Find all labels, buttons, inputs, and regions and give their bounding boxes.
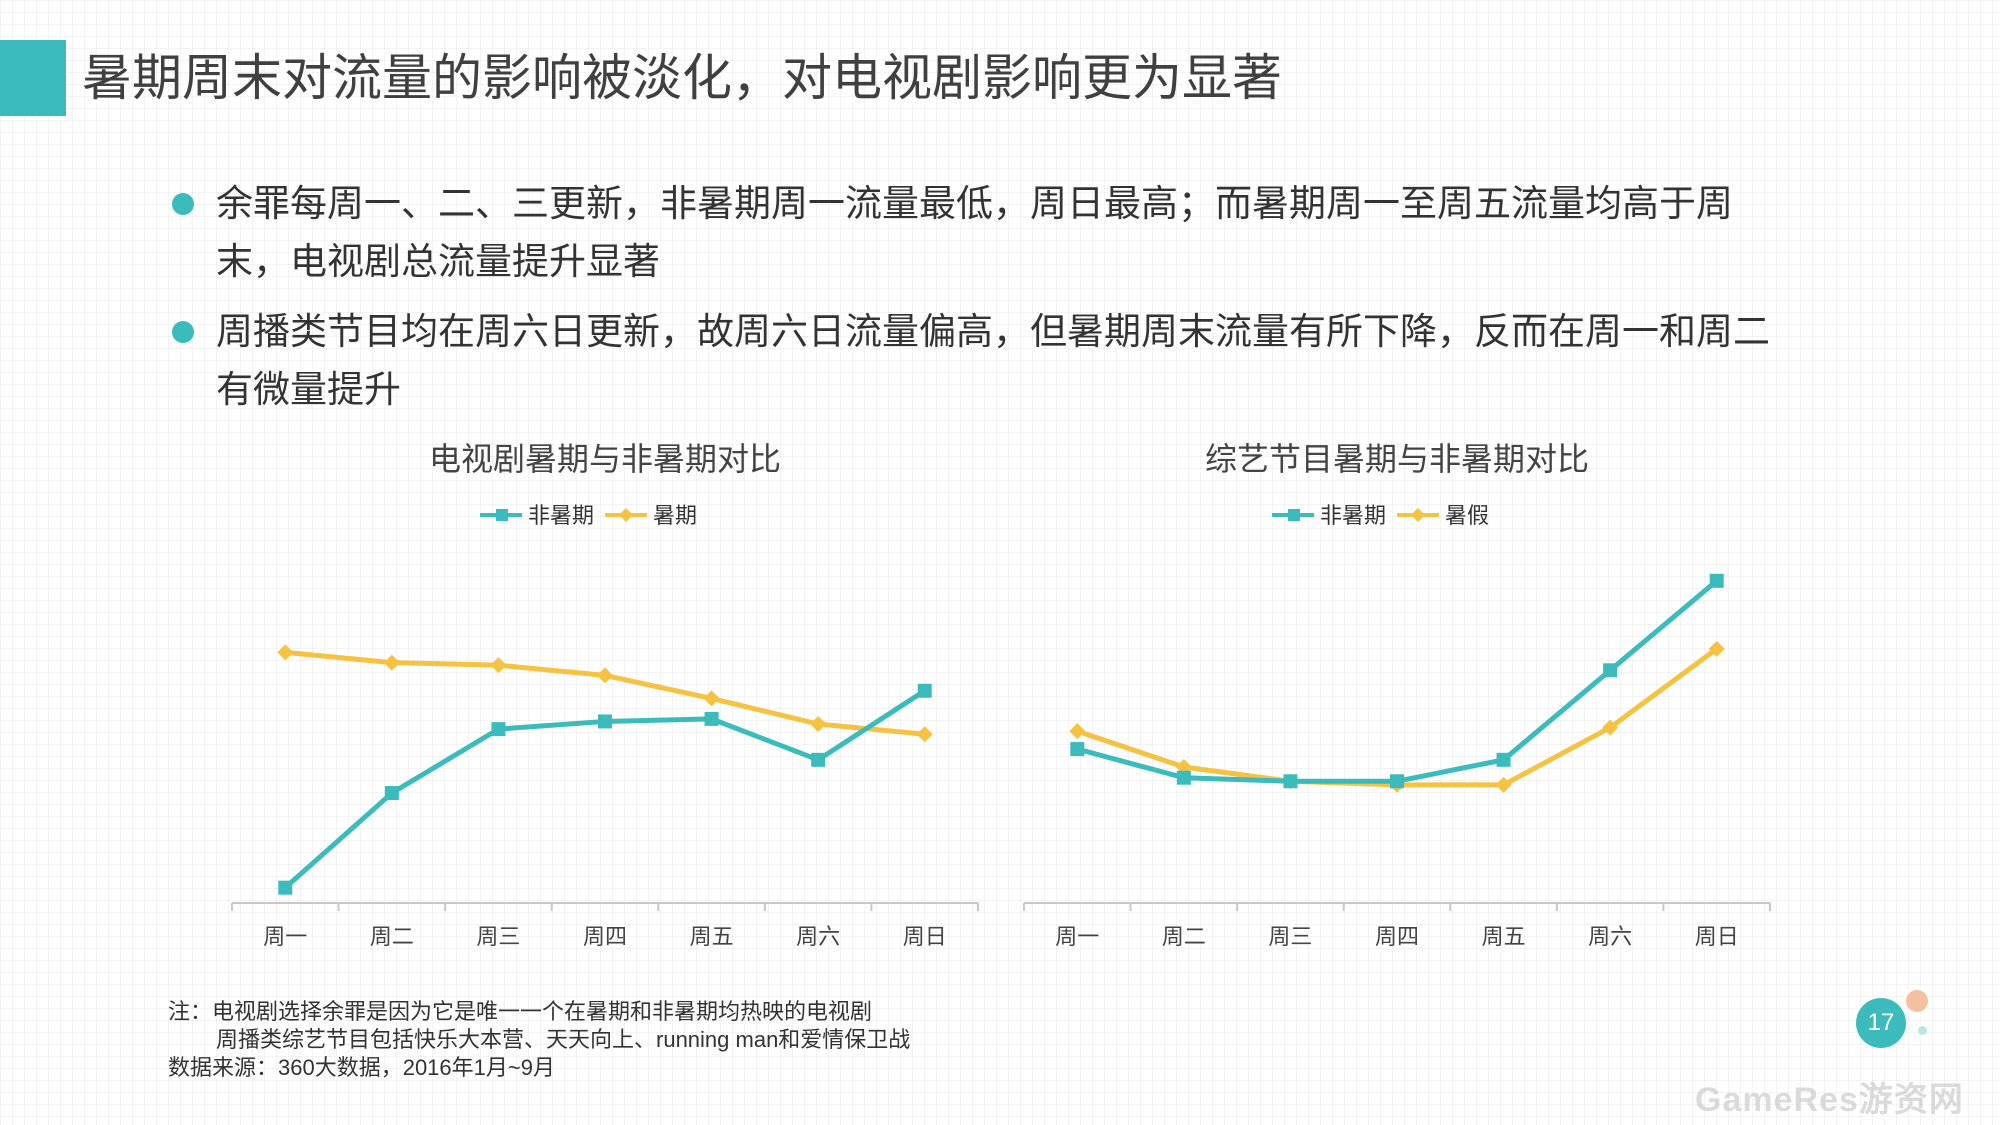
legend-label: 非暑期 — [528, 503, 594, 528]
series-line — [1074, 646, 1720, 788]
chart-title: 综艺节目暑期与非暑期对比 — [1205, 441, 1589, 477]
data-point — [1709, 573, 1724, 588]
data-point — [1603, 663, 1618, 678]
x-tick-label: 周四 — [1375, 924, 1419, 949]
data-point — [491, 722, 506, 737]
legend-label: 非暑期 — [1320, 503, 1386, 528]
decorative-dot-icon — [1906, 990, 1928, 1012]
footnote: 注：电视剧选择余罪是因为它是唯一一个在暑期和非暑期均热映的电视剧 周播类综艺节目… — [168, 998, 910, 1082]
data-point — [1283, 774, 1298, 789]
x-tick-label: 周四 — [583, 924, 627, 949]
x-tick-label: 周三 — [1268, 924, 1312, 949]
x-tick-label: 周五 — [690, 924, 734, 949]
bullet-item: 周播类节目均在周六日更新，故周六日流量偏高，但暑期周末流量有所下降，反而在周一和… — [170, 303, 1790, 419]
data-point — [384, 786, 399, 801]
x-tick-label: 周二 — [370, 924, 414, 949]
data-point — [490, 657, 507, 674]
data-point — [597, 667, 613, 684]
x-tick-label: 周一 — [1055, 924, 1099, 949]
data-point — [811, 752, 826, 767]
x-tick-label: 周六 — [1588, 924, 1632, 949]
data-point — [1495, 776, 1512, 793]
data-point — [810, 716, 827, 732]
x-tick-label: 周一 — [263, 924, 307, 949]
bullet-dot-icon — [172, 321, 194, 343]
legend-marker-square-icon — [1288, 509, 1300, 521]
page-title: 暑期周末对流量的影响被淡化，对电视剧影响更为显著 — [82, 50, 1282, 106]
x-tick-label: 周日 — [903, 924, 947, 949]
data-point — [383, 654, 400, 671]
data-point — [1390, 774, 1404, 789]
x-tick-label: 周五 — [1482, 924, 1526, 949]
data-point — [277, 644, 294, 661]
legend-label: 暑期 — [653, 503, 697, 528]
note-line-2: 周播类综艺节目包括快乐大本营、天天向上、running man和爱情保卫战 — [216, 1027, 911, 1052]
data-point — [1496, 752, 1511, 767]
bullet-dot-icon — [172, 193, 194, 215]
note-line-1: 注：电视剧选择余罪是因为它是唯一一个在暑期和非暑期均热映的电视剧 — [168, 999, 873, 1024]
x-tick-label: 周六 — [796, 924, 840, 949]
legend-marker-diamond-icon — [1411, 508, 1425, 522]
bullet-text: 余罪每周一、二、三更新，非暑期周一流量最低，周日最高；而暑期周一至周五流量均高于… — [216, 183, 1733, 282]
bullet-item: 余罪每周一、二、三更新，非暑期周一流量最低，周日最高；而暑期周一至周五流量均高于… — [170, 175, 1790, 291]
bullet-list: 余罪每周一、二、三更新，非暑期周一流量最低，周日最高；而暑期周一至周五流量均高于… — [170, 175, 1790, 431]
x-tick-label: 周日 — [1695, 924, 1739, 949]
title-accent-bar — [0, 40, 66, 116]
data-point — [704, 711, 719, 726]
page-number: 17 — [1856, 998, 1906, 1048]
legend-label: 暑假 — [1445, 503, 1489, 528]
legend-marker-square-icon — [496, 509, 508, 521]
data-point — [1070, 742, 1085, 757]
data-point — [1602, 719, 1619, 736]
legend-marker-diamond-icon — [619, 508, 633, 522]
data-point — [916, 726, 933, 743]
decorative-dot-icon — [1918, 1026, 1927, 1035]
data-source: 数据来源：360大数据，2016年1月~9月 — [168, 1055, 555, 1080]
data-point — [917, 683, 932, 698]
data-point — [1069, 723, 1086, 740]
chart-title: 电视剧暑期与非暑期对比 — [429, 441, 781, 477]
data-point — [1176, 770, 1191, 785]
data-point — [278, 880, 293, 895]
data-point — [598, 714, 612, 729]
watermark: GameRes游资网 — [1695, 1081, 1964, 1119]
data-point — [703, 690, 720, 707]
bullet-text: 周播类节目均在周六日更新，故周六日流量偏高，但暑期周末流量有所下降，反而在周一和… — [216, 311, 1770, 410]
data-point — [1708, 640, 1725, 657]
series-line — [1074, 578, 1720, 784]
x-tick-label: 周二 — [1162, 924, 1206, 949]
x-tick-label: 周三 — [476, 924, 520, 949]
